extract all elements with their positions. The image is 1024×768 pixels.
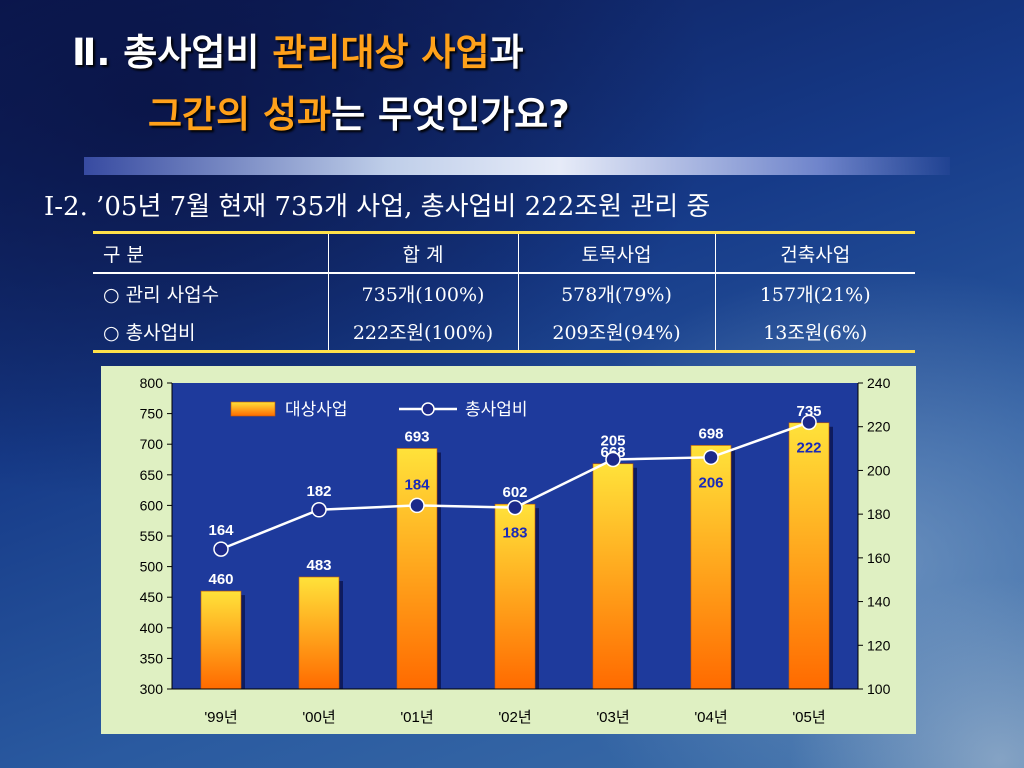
table-cell: ○ 관리 사업수 <box>103 283 220 306</box>
bar <box>592 463 634 690</box>
legend-line-marker <box>421 402 435 416</box>
table-cell: 209조원(94%) <box>517 312 715 353</box>
left-tick-label: 750 <box>140 406 164 422</box>
left-tick-label: 450 <box>140 589 164 605</box>
section-subtitle: Ⅰ-2. ’05년 7월 현재 735개 사업, 총사업비 222조원 관리 중 <box>44 192 711 222</box>
bar-value-label: 602 <box>502 484 527 501</box>
x-tick-label: '03년 <box>596 709 629 726</box>
x-tick-label: '00년 <box>302 709 335 726</box>
bar <box>788 422 830 690</box>
left-tick-label: 350 <box>140 650 164 666</box>
table-header-row: 구 분 합 계 토목사업 건축사업 <box>93 231 915 274</box>
bar <box>298 576 340 690</box>
left-tick-label: 800 <box>140 375 164 391</box>
line-value-label: 205 <box>600 433 625 450</box>
title-text: 는 무엇인가요? <box>331 93 570 136</box>
left-tick-label: 400 <box>140 620 164 636</box>
x-tick-label: '02년 <box>498 709 531 726</box>
title-divider-bar <box>84 157 950 175</box>
bar-value-label: 693 <box>404 428 429 445</box>
bar-value-label: 460 <box>208 571 233 588</box>
bar-value-label: 483 <box>306 557 331 574</box>
title-line-2: 그간의 성과는 무엇인가요? <box>148 84 570 138</box>
right-tick-label: 140 <box>867 594 891 610</box>
bar-value-label: 698 <box>698 425 723 442</box>
legend-bar-swatch <box>230 401 276 417</box>
line-value-label: 206 <box>698 474 723 491</box>
combo-chart: 300 350 400 450 500 550 600 650 700 750 800 100 120… <box>140 375 891 726</box>
line-value-label: 184 <box>404 476 430 493</box>
right-tick-label: 160 <box>867 550 891 566</box>
left-tick-label: 550 <box>140 528 164 544</box>
bar <box>200 590 242 690</box>
x-tick-label: '04년 <box>694 709 727 726</box>
bar-value-label: 735 <box>796 403 821 420</box>
chart-legend: 대상사업 총사업비 <box>230 400 528 419</box>
x-tick-label: '99년 <box>204 709 237 726</box>
line-marker <box>605 451 621 468</box>
bar-series: 460483693602668698735 <box>200 403 833 690</box>
table-header-cell: 구 분 <box>93 231 328 274</box>
right-tick-label: 200 <box>867 462 891 478</box>
table-cell: 578개(79%) <box>517 273 715 312</box>
left-tick-label: 600 <box>140 497 164 513</box>
right-tick-label: 100 <box>867 681 891 697</box>
legend-label: 대상사업 <box>285 400 348 419</box>
line-value-label: 222 <box>796 439 821 456</box>
table-cell: 222조원(100%) <box>327 312 518 353</box>
line-value-label: 183 <box>502 525 527 542</box>
legend-label: 총사업비 <box>465 400 528 419</box>
right-y-axis: 100 120 140 160 180 200 220 240 <box>857 375 891 697</box>
title-line-1: Ⅱ. 총사업비 관리대상 사업과 <box>72 22 524 76</box>
line-marker <box>507 499 523 516</box>
x-tick-label: '01년 <box>400 709 433 726</box>
line-marker <box>409 497 425 514</box>
x-axis: '99년 '00년 '01년 '02년 '03년 '04년 '05년 <box>172 688 858 726</box>
table-row: ○ 관리 사업수 735개(100%) 578개(79%) 157개(21%) <box>93 273 915 312</box>
left-tick-label: 700 <box>140 436 164 452</box>
title-text: Ⅱ. 총사업비 <box>72 31 273 74</box>
bar <box>494 503 536 690</box>
table-cell: 735개(100%) <box>327 273 518 312</box>
bar <box>690 445 732 690</box>
line-value-label: 164 <box>208 522 234 539</box>
right-tick-label: 220 <box>867 419 891 435</box>
summary-table: 구 분 합 계 토목사업 건축사업 ○ 관리 사업수 735개(100%) 57… <box>93 231 915 353</box>
bar <box>396 448 438 690</box>
table-row: ○ 총사업비 222조원(100%) 209조원(94%) 13조원(6%) <box>93 312 915 353</box>
line-series: 164 182 184 183 205 206 222 <box>208 414 822 557</box>
title-highlight: 그간의 성과 <box>148 93 332 136</box>
x-tick-label: '05년 <box>792 709 825 726</box>
left-tick-label: 300 <box>140 681 164 697</box>
right-tick-label: 120 <box>867 637 891 653</box>
title-highlight: 관리대상 사업 <box>272 31 490 74</box>
title-text: 과 <box>489 31 524 74</box>
left-tick-label: 650 <box>140 467 164 483</box>
right-tick-label: 180 <box>867 506 891 522</box>
table-cell: 13조원(6%) <box>714 312 915 353</box>
table-cell: ○ 총사업비 <box>93 312 328 353</box>
left-tick-label: 500 <box>140 559 164 575</box>
right-tick-label: 240 <box>867 375 891 391</box>
left-y-axis: 300 350 400 450 500 550 600 650 700 750 800 <box>140 375 173 697</box>
line-value-label: 182 <box>306 483 331 500</box>
table-header-cell: 건축사업 <box>714 231 915 274</box>
line-marker <box>801 414 817 431</box>
table-cell: 157개(21%) <box>714 273 915 312</box>
table-header-cell: 합 계 <box>327 231 518 274</box>
line-marker <box>703 449 719 466</box>
table-header-cell: 토목사업 <box>517 231 715 274</box>
line-marker <box>213 541 229 557</box>
chart-panel: 300 350 400 450 500 550 600 650 700 750 800 100 120… <box>101 366 916 734</box>
line-marker <box>311 502 327 518</box>
